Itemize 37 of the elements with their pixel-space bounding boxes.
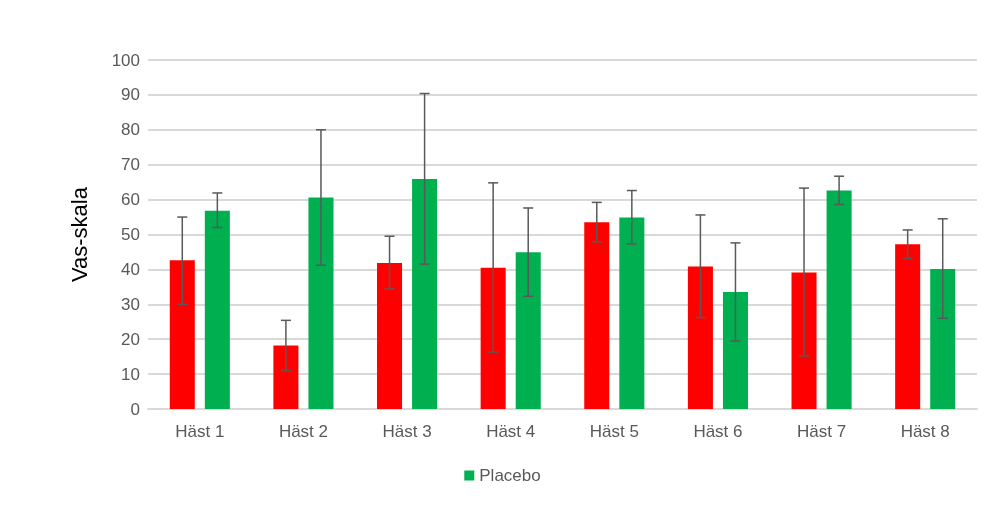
bar: [930, 269, 956, 409]
y-tick-label: 70: [121, 155, 140, 175]
x-tick-label: Häst 5: [589, 422, 639, 441]
y-tick-label: 90: [121, 85, 140, 105]
x-tick-label: Häst 8: [900, 422, 950, 441]
bar: [204, 210, 230, 409]
bar: [308, 197, 334, 409]
y-axis-title: Vas-skala: [66, 186, 92, 282]
y-tick-label: 30: [121, 294, 140, 314]
x-tick-label: Häst 4: [486, 422, 536, 441]
x-tick-label: Häst 1: [175, 422, 225, 441]
bar: [687, 266, 713, 409]
bar: [791, 272, 817, 409]
bar: [584, 222, 610, 409]
bar: [619, 217, 645, 409]
bar: [412, 179, 438, 409]
y-tick-label: 80: [121, 120, 140, 140]
bar: [826, 190, 852, 409]
bar: [480, 267, 506, 409]
x-tick-label: Häst 3: [382, 422, 432, 441]
y-tick-label: 10: [121, 364, 140, 384]
x-tick-label: Häst 7: [796, 422, 847, 441]
bar: [273, 345, 299, 409]
y-tick-label: 0: [130, 399, 140, 419]
x-tick-label: Häst 6: [693, 422, 743, 441]
x-tick-label: Häst 2: [278, 422, 329, 441]
bar: [169, 260, 195, 409]
y-tick-label: 20: [121, 329, 140, 349]
bar: [895, 244, 921, 409]
y-tick-label: 60: [121, 190, 140, 210]
y-tick-label: 50: [121, 225, 140, 244]
bar: [515, 252, 541, 409]
y-tick-label: 100: [111, 50, 140, 70]
bar: [722, 292, 748, 409]
legend-label: Placebo: [479, 466, 541, 485]
y-tick-label: 40: [121, 259, 140, 279]
bar: [377, 263, 403, 409]
